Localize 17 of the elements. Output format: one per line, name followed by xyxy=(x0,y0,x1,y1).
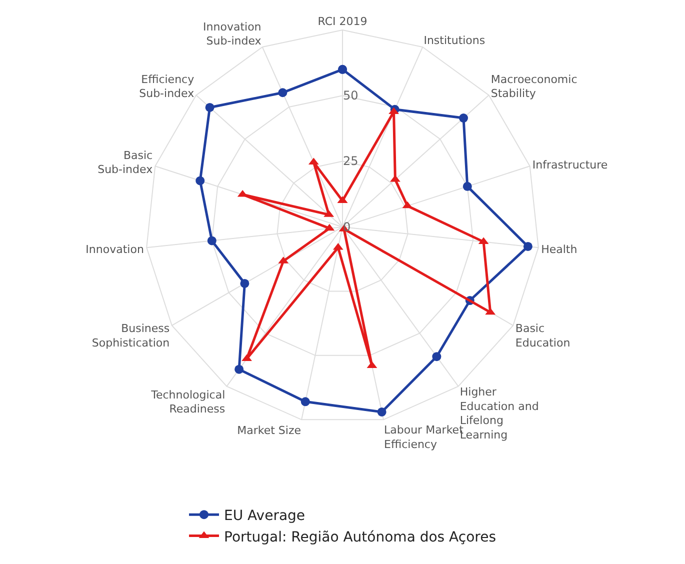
spoke-label: Basic Education xyxy=(515,322,570,350)
spoke-label: Health xyxy=(541,242,578,256)
y-tick-label: 50 xyxy=(343,88,358,103)
spoke-label: Market Size xyxy=(237,424,302,437)
spoke-label: Infrastructure xyxy=(532,158,608,172)
spoke-label: Technological Readiness xyxy=(150,388,226,416)
spoke-label: Business Sophistication xyxy=(92,322,170,350)
spoke-label: Institutions xyxy=(424,34,486,48)
y-tick-label: 25 xyxy=(343,154,358,168)
spoke-label: Innovation xyxy=(86,242,144,256)
spoke-label: Macroeconomic Stability xyxy=(490,72,578,100)
spoke-label: Efficiency Sub-index xyxy=(139,72,195,100)
spoke-label: RCI 2019 xyxy=(318,15,368,28)
spoke-label: Basic Sub-index xyxy=(98,148,154,176)
legend-label: EU Average xyxy=(224,508,306,524)
spoke-label: Innovation Sub-index xyxy=(203,20,262,48)
legend-label: Portugal: Região Autónoma dos Açores xyxy=(224,529,496,546)
